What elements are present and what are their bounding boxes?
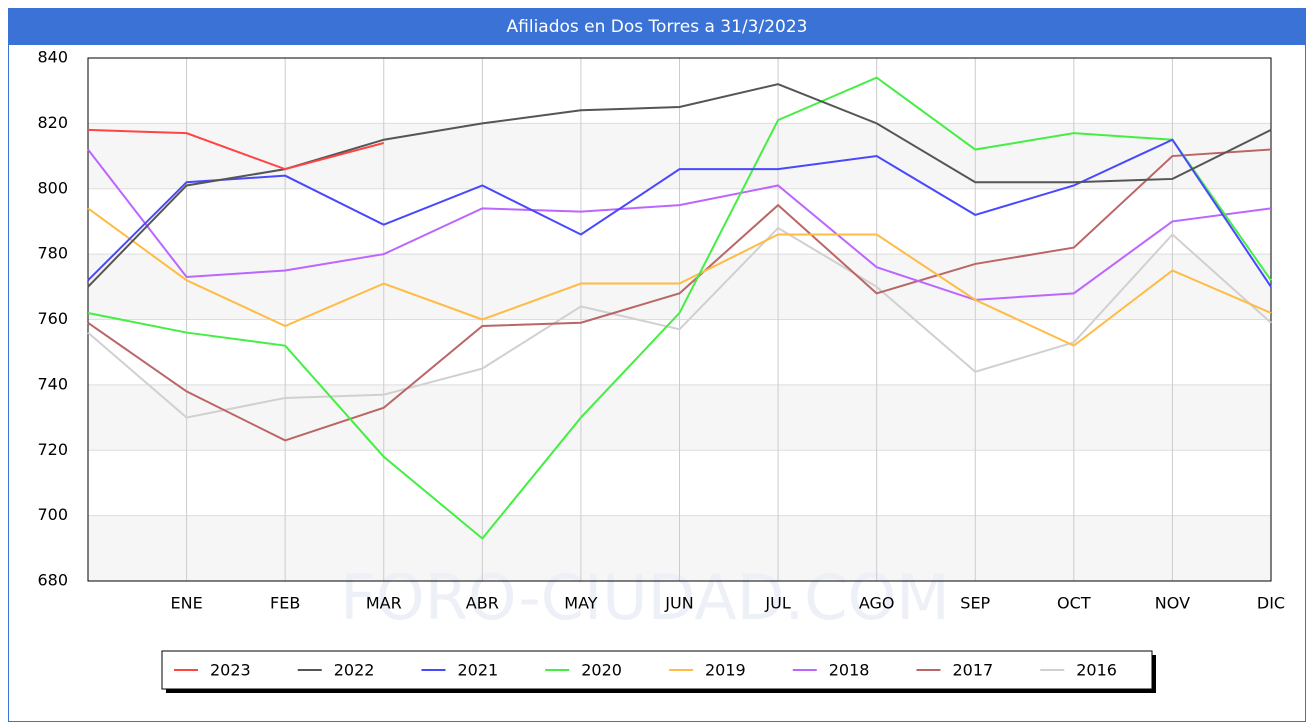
x-tick-label: OCT xyxy=(1057,594,1091,613)
y-tick-label: 740 xyxy=(37,374,68,393)
y-tick-label: 840 xyxy=(37,48,68,67)
legend xyxy=(161,650,1153,690)
series-line xyxy=(87,207,1272,347)
y-tick-label: 700 xyxy=(37,505,68,524)
x-tick-label: AGO xyxy=(859,594,895,613)
series-line xyxy=(87,76,1272,540)
legend-label: 2018 xyxy=(829,661,870,680)
legend-label: 2021 xyxy=(458,661,499,680)
x-tick-label: ENE xyxy=(170,594,202,613)
x-tick-label: SEP xyxy=(960,594,990,613)
title-bar xyxy=(8,8,1306,45)
legend-label: 2023 xyxy=(210,661,251,680)
chart-title: Afiliados en Dos Torres a 31/3/2023 xyxy=(507,17,808,37)
series-line xyxy=(87,128,385,171)
x-tick-label: FEB xyxy=(270,594,300,613)
x-tick-label: DIC xyxy=(1257,594,1285,613)
y-tick-label: 800 xyxy=(37,178,68,197)
watermark: FORO-CIUDAD.COM xyxy=(340,561,950,634)
y-tick-label: 680 xyxy=(37,571,68,590)
x-tick-label: JUN xyxy=(664,594,693,613)
x-tick-label: NOV xyxy=(1155,594,1190,613)
y-tick-label: 820 xyxy=(37,113,68,132)
x-tick-label: MAY xyxy=(564,594,598,613)
y-tick-label: 760 xyxy=(37,309,68,328)
legend-label: 2019 xyxy=(705,661,746,680)
series-line xyxy=(87,148,1272,442)
y-tick-label: 780 xyxy=(37,244,68,263)
legend-label: 2022 xyxy=(334,661,375,680)
plot-border xyxy=(87,57,1272,582)
legend-label: 2016 xyxy=(1076,661,1117,680)
y-tick-label: 720 xyxy=(37,440,68,459)
legend-label: 2017 xyxy=(953,661,994,680)
series-line xyxy=(87,138,1272,288)
x-tick-label: ABR xyxy=(466,594,499,613)
series-line xyxy=(87,148,1272,301)
x-tick-label: JUL xyxy=(764,594,790,613)
x-tick-label: MAR xyxy=(366,594,402,613)
series-line xyxy=(87,226,1272,419)
legend-label: 2020 xyxy=(581,661,622,680)
